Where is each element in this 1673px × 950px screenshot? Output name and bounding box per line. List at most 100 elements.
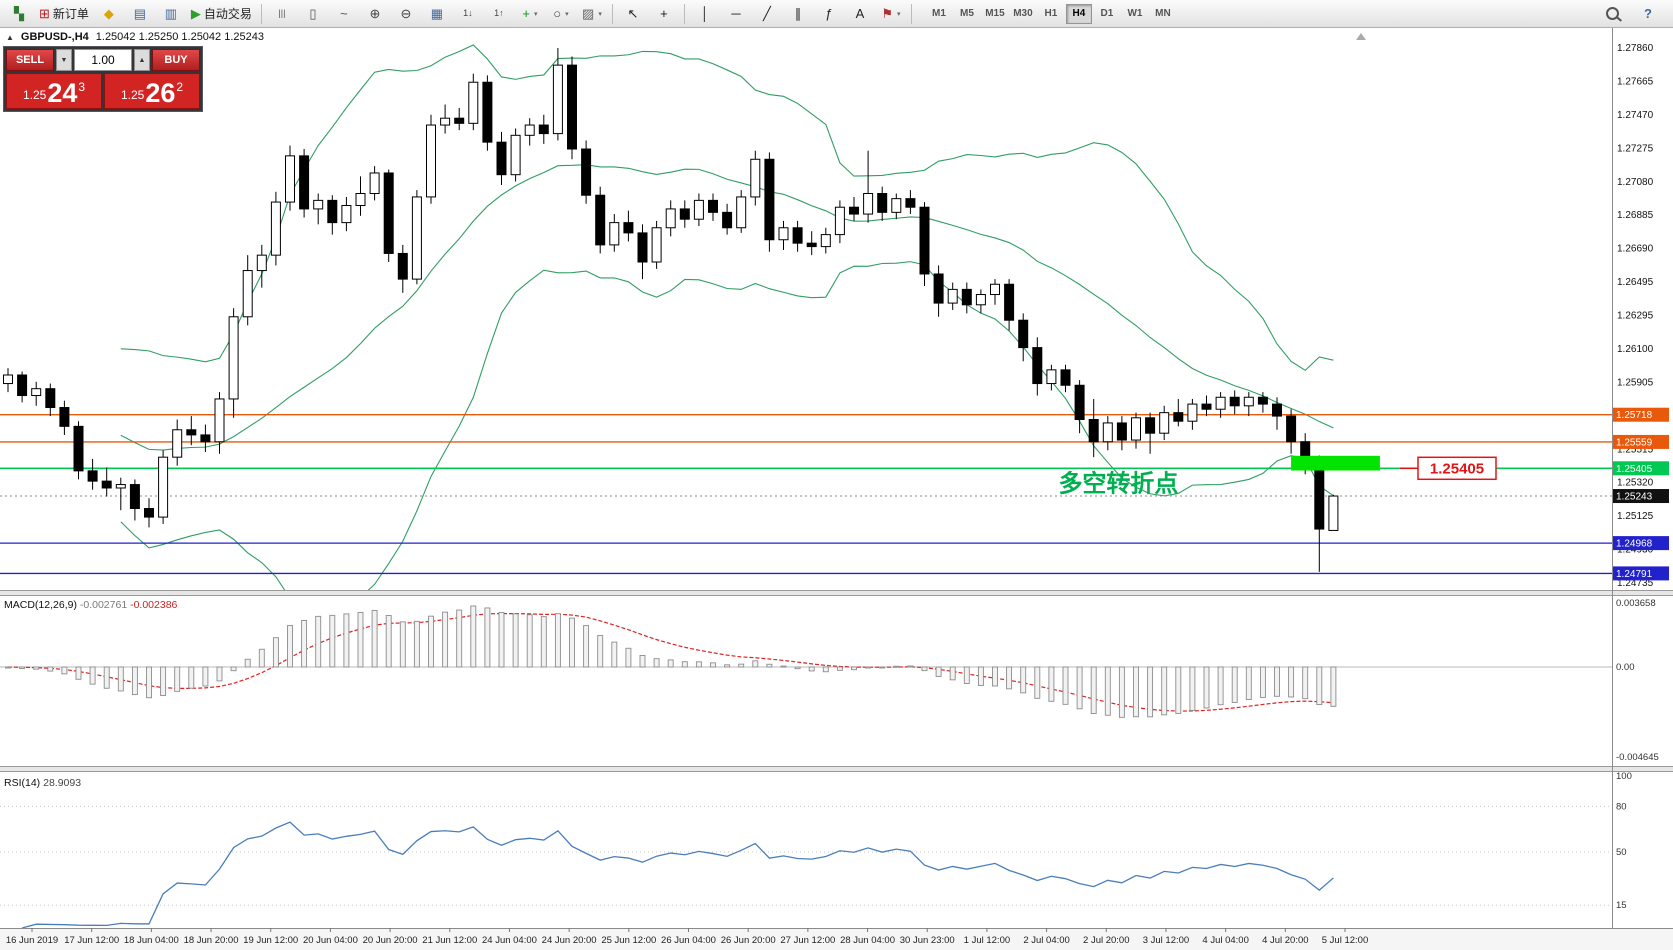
grid-icon[interactable]: ▦	[422, 2, 452, 26]
market-watch-icon[interactable]: ▤	[125, 2, 155, 26]
price-callout-box[interactable]	[1417, 456, 1497, 481]
cursor-icon[interactable]: ↖	[618, 2, 648, 26]
timeframe-w1[interactable]: W1	[1127, 8, 1143, 19]
app-icon[interactable]: ▚	[4, 2, 34, 26]
timeframe-h1[interactable]: H1	[1044, 8, 1058, 19]
crosshair-icon[interactable]: +	[649, 2, 679, 26]
svg-text:5 Jul 12:00: 5 Jul 12:00	[1322, 935, 1368, 946]
timeframe-m1[interactable]: M1	[931, 8, 946, 19]
macd-histogram	[5, 605, 1337, 718]
new-order-button[interactable]: ⊞ 新订单	[35, 2, 93, 26]
one-click-collapse-icon[interactable]: ▲	[6, 32, 14, 42]
highlight-rectangle[interactable]	[1291, 455, 1380, 471]
search-icon	[1605, 7, 1619, 20]
chart-annotations[interactable]: 多空转折点 1.25405	[1058, 455, 1497, 498]
chevron-down-icon: ▾	[897, 10, 901, 18]
trendline-icon[interactable]: ╱	[752, 2, 782, 26]
periods-icon[interactable]: ○ ▾	[546, 2, 576, 26]
svg-text:1.27080: 1.27080	[1617, 177, 1654, 188]
timeframe-m5[interactable]: M5	[959, 8, 974, 19]
bars-chart-icon[interactable]: |||	[267, 2, 297, 26]
svg-text:15: 15	[1616, 900, 1627, 911]
one-click-trading-panel: SELL ▼ ▲ BUY 1.25 24 3 1.25 26 2	[3, 46, 203, 112]
volume-increase-button[interactable]: ▲	[134, 49, 150, 71]
svg-text:28 Jun 04:00: 28 Jun 04:00	[840, 935, 895, 946]
one-click-prices: 1.25 24 3 1.25 26 2	[6, 73, 200, 109]
turning-point-label[interactable]: 多空转折点	[1058, 469, 1178, 497]
toolbar-separator	[260, 3, 262, 24]
svg-text:100: 100	[1616, 771, 1632, 782]
svg-text:20 Jun 20:00: 20 Jun 20:00	[363, 935, 418, 946]
symbol-period-label: GBPUSD-,H4	[20, 31, 89, 43]
timeframe-m30[interactable]: M30	[1013, 8, 1033, 19]
svg-text:3 Jul 12:00: 3 Jul 12:00	[1143, 935, 1189, 946]
ask-base: 1.25	[120, 88, 145, 102]
volume-decrease-button[interactable]: ▼	[56, 49, 72, 71]
svg-text:1.27275: 1.27275	[1617, 143, 1654, 154]
sell-button[interactable]: SELL	[6, 49, 54, 71]
candles-chart-icon[interactable]: ▯	[298, 2, 328, 26]
help-button[interactable]: ?	[1633, 2, 1663, 26]
svg-text:30 Jun 23:00: 30 Jun 23:00	[900, 935, 955, 946]
new-order-button-label: 新订单	[52, 7, 89, 21]
timeframe-h4[interactable]: H4	[1065, 3, 1092, 24]
bid-pips: 24	[47, 78, 78, 108]
svg-text:1.25320: 1.25320	[1617, 478, 1654, 489]
vertical-line-icon[interactable]: │	[690, 2, 720, 26]
arrows-icon[interactable]: ⚑ ▾	[876, 2, 906, 26]
price-level-badge	[1613, 489, 1669, 504]
auto-trading-button[interactable]: ▶ 自动交易	[187, 2, 256, 26]
svg-text:18 Jun 20:00: 18 Jun 20:00	[184, 935, 239, 946]
indicators-icon: +	[522, 6, 530, 21]
rsi-scale[interactable]: 100 80 50 15	[1616, 771, 1632, 911]
timeframe-m15[interactable]: M15	[985, 8, 1005, 19]
timeframe-d1[interactable]: D1	[1100, 8, 1114, 19]
help-icon: ?	[1644, 6, 1652, 21]
channel-icon[interactable]: ∥	[783, 2, 813, 26]
bid-price-box[interactable]: 1.25 24 3	[6, 73, 102, 109]
zoom-in-icon[interactable]: ⊕	[360, 2, 390, 26]
indicators-icon[interactable]: + ▾	[515, 2, 545, 26]
main-chart-panel	[1356, 33, 1366, 40]
bid-point: 3	[78, 80, 86, 94]
timeframe-mn[interactable]: MN	[1155, 8, 1171, 19]
search-button[interactable]	[1597, 2, 1627, 26]
time-scale[interactable]: 16 Jun 2019 17 Jun 12:00 18 Jun 04:00 18 Ju…	[0, 928, 1673, 950]
zoom-out-icon: ⊖	[400, 6, 412, 21]
buy-button[interactable]: BUY	[152, 49, 200, 71]
svg-text:1.24968: 1.24968	[1616, 539, 1653, 550]
chart-profile-icon[interactable]: ◆	[94, 2, 124, 26]
line-chart-icon[interactable]: ~	[329, 2, 359, 26]
ask-price-box[interactable]: 1.25 26 2	[104, 73, 200, 109]
navigator-icon[interactable]: ▥	[156, 2, 186, 26]
tile-up-icon[interactable]: 1↑	[484, 2, 514, 26]
fibonacci-icon[interactable]: ƒ	[814, 2, 844, 26]
ask-point: 2	[176, 80, 184, 94]
price-scale[interactable]: 1.27860 1.27665 1.27470 1.27275 1.27080 1.268…	[1612, 28, 1654, 928]
svg-text:25 Jun 12:00: 25 Jun 12:00	[601, 935, 656, 946]
horizontal-line-icon[interactable]: ─	[721, 2, 751, 26]
chart-profile-icon: ◆	[103, 6, 114, 21]
navigator-icon: ▥	[164, 6, 178, 21]
svg-text:1.24735: 1.24735	[1617, 578, 1654, 589]
svg-text:1.25515: 1.25515	[1617, 444, 1654, 455]
macd-scale[interactable]: 0.003658 0.00 -0.004645	[1616, 598, 1659, 763]
text-icon[interactable]: A	[845, 2, 875, 26]
fibonacci-icon: ƒ	[825, 6, 833, 21]
ohlc-values: 1.25042 1.25250 1.25042 1.25243	[95, 31, 264, 43]
tile-down-icon[interactable]: 1↓	[453, 2, 483, 26]
svg-text:2 Jul 20:00: 2 Jul 20:00	[1083, 935, 1129, 946]
bid-base: 1.25	[22, 88, 47, 102]
svg-text:24 Jun 04:00: 24 Jun 04:00	[482, 935, 537, 946]
vertical-line-icon: │	[700, 6, 709, 21]
zoom-out-icon[interactable]: ⊖	[391, 2, 421, 26]
arrows-icon: ⚑	[881, 6, 893, 21]
svg-text:-0.004645: -0.004645	[1616, 752, 1659, 763]
templates-icon[interactable]: ▨ ▾	[577, 2, 607, 26]
rsi-splitter[interactable]	[0, 766, 1673, 772]
macd-splitter[interactable]	[0, 590, 1673, 596]
svg-text:1.27470: 1.27470	[1617, 110, 1654, 121]
volume-input[interactable]	[74, 49, 132, 71]
